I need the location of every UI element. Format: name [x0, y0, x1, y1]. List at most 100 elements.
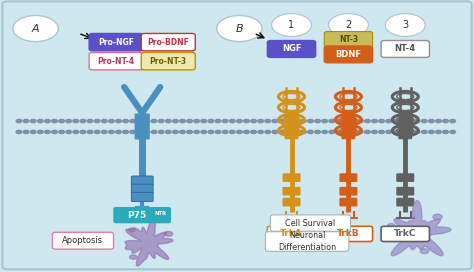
Circle shape	[45, 130, 50, 134]
Circle shape	[208, 130, 214, 134]
Text: Neuronal
Differentiation: Neuronal Differentiation	[278, 231, 336, 252]
Circle shape	[421, 130, 427, 134]
Circle shape	[16, 130, 22, 134]
Polygon shape	[383, 200, 451, 256]
Text: B: B	[236, 24, 243, 33]
Circle shape	[229, 130, 235, 134]
Circle shape	[443, 119, 448, 123]
Circle shape	[279, 130, 285, 134]
Circle shape	[80, 130, 86, 134]
FancyBboxPatch shape	[131, 184, 153, 193]
Circle shape	[301, 119, 306, 123]
Text: 2: 2	[345, 20, 352, 30]
FancyBboxPatch shape	[265, 232, 349, 251]
Circle shape	[272, 119, 278, 123]
Circle shape	[164, 231, 173, 236]
Circle shape	[322, 119, 328, 123]
FancyBboxPatch shape	[381, 226, 429, 242]
FancyBboxPatch shape	[89, 52, 143, 70]
FancyBboxPatch shape	[52, 232, 113, 249]
Circle shape	[37, 119, 43, 123]
Circle shape	[73, 119, 79, 123]
FancyBboxPatch shape	[135, 113, 150, 140]
Text: Pro-NGF: Pro-NGF	[98, 38, 134, 47]
Circle shape	[336, 130, 342, 134]
Circle shape	[329, 130, 335, 134]
FancyBboxPatch shape	[324, 46, 373, 63]
Circle shape	[94, 119, 100, 123]
Circle shape	[16, 119, 22, 123]
Circle shape	[229, 119, 235, 123]
Circle shape	[372, 119, 377, 123]
FancyBboxPatch shape	[339, 198, 357, 206]
Circle shape	[66, 119, 72, 123]
Circle shape	[286, 130, 292, 134]
Circle shape	[343, 130, 349, 134]
Circle shape	[217, 16, 262, 42]
Circle shape	[343, 119, 349, 123]
Text: Pro-NT-3: Pro-NT-3	[150, 57, 187, 66]
FancyBboxPatch shape	[113, 207, 171, 223]
Circle shape	[365, 130, 370, 134]
Circle shape	[116, 130, 121, 134]
Circle shape	[73, 130, 79, 134]
Polygon shape	[125, 218, 173, 266]
Text: NT-3: NT-3	[339, 35, 358, 44]
Circle shape	[414, 119, 420, 123]
Circle shape	[66, 130, 72, 134]
Circle shape	[187, 130, 192, 134]
FancyBboxPatch shape	[283, 173, 301, 182]
Circle shape	[308, 119, 313, 123]
FancyBboxPatch shape	[270, 215, 350, 231]
Circle shape	[436, 119, 441, 123]
FancyBboxPatch shape	[381, 41, 429, 57]
Circle shape	[420, 249, 429, 254]
Circle shape	[407, 119, 413, 123]
Text: Apoptosis: Apoptosis	[63, 236, 103, 245]
Circle shape	[265, 119, 271, 123]
Circle shape	[301, 130, 306, 134]
FancyBboxPatch shape	[89, 33, 143, 51]
Circle shape	[101, 130, 107, 134]
Circle shape	[194, 119, 200, 123]
Circle shape	[407, 130, 413, 134]
Circle shape	[37, 130, 43, 134]
FancyBboxPatch shape	[324, 32, 373, 47]
Circle shape	[385, 14, 425, 36]
Circle shape	[52, 130, 57, 134]
Circle shape	[109, 119, 114, 123]
FancyBboxPatch shape	[131, 192, 153, 202]
Circle shape	[94, 130, 100, 134]
Circle shape	[59, 130, 64, 134]
Circle shape	[201, 130, 207, 134]
Text: TrkC: TrkC	[394, 229, 417, 239]
Circle shape	[208, 119, 214, 123]
Circle shape	[329, 119, 335, 123]
Circle shape	[30, 130, 36, 134]
FancyBboxPatch shape	[267, 41, 316, 57]
Circle shape	[293, 119, 299, 123]
Text: TrkA: TrkA	[280, 229, 303, 239]
Text: BDNF: BDNF	[336, 50, 361, 59]
Text: A: A	[32, 24, 39, 33]
FancyBboxPatch shape	[141, 33, 195, 51]
Circle shape	[144, 130, 150, 134]
Circle shape	[13, 16, 58, 42]
Circle shape	[322, 130, 328, 134]
FancyBboxPatch shape	[341, 114, 356, 139]
Circle shape	[272, 130, 278, 134]
Circle shape	[158, 119, 164, 123]
Circle shape	[116, 119, 121, 123]
FancyBboxPatch shape	[2, 1, 472, 269]
Circle shape	[336, 119, 342, 123]
Circle shape	[428, 130, 434, 134]
Circle shape	[251, 130, 256, 134]
Circle shape	[151, 119, 157, 123]
Circle shape	[137, 130, 143, 134]
FancyBboxPatch shape	[283, 198, 301, 206]
Circle shape	[428, 119, 434, 123]
Circle shape	[265, 130, 271, 134]
Circle shape	[244, 130, 249, 134]
Circle shape	[400, 130, 406, 134]
Circle shape	[180, 130, 185, 134]
